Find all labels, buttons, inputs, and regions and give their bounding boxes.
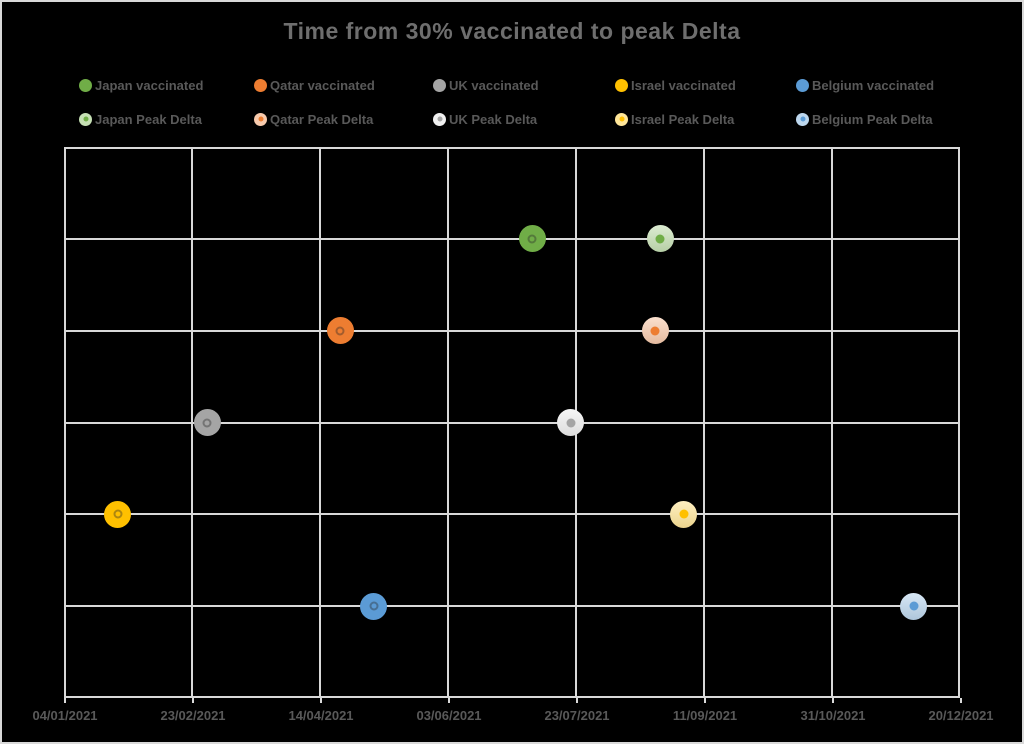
legend-marker-icon [433,78,446,92]
legend-marker-icon [615,78,628,92]
x-axis-label: 11/09/2021 [672,708,738,723]
belgium-peak-delta-point [900,592,928,620]
x-axis-tick [576,698,578,703]
horizontal-gridline [66,237,958,240]
legend-marker-icon [796,78,809,92]
x-axis-label: 04/01/2021 [32,708,98,723]
legend-marker-center-dot [800,116,805,122]
legend-marker-icon [433,112,446,126]
legend-marker-icon [254,78,267,92]
legend-item-uk-peak-delta: UK Peak Delta [433,106,537,132]
legend-label: Israel vaccinated [631,77,736,93]
uk-vaccinated-point [193,409,221,436]
x-axis-label: 31/10/2021 [800,708,866,723]
legend-item-uk-vaccinated: UK vaccinated [433,72,539,98]
x-axis-tick [320,698,322,703]
legend-item-qatar-vaccinated: Qatar vaccinated [254,72,375,98]
plot-area [64,147,960,698]
legend-item-qatar-peak-delta: Qatar Peak Delta [254,106,373,132]
marker-center-dot [566,418,576,427]
legend-label: UK Peak Delta [449,111,538,127]
marker-center-dot [679,509,689,519]
legend-label: Japan Peak Delta [95,111,202,127]
horizontal-gridline [66,329,958,332]
legend-row-peak-delta: Japan Peak Delta Qatar Peak Delta UK Peak … [2,106,1022,132]
x-axis-label: 23/02/2021 [160,708,226,723]
x-axis-label: 23/07/2021 [544,708,610,723]
x-axis-label: 14/04/2021 [288,708,354,723]
japan-vaccinated-point [518,225,546,253]
marker-center-dot [650,326,660,336]
marker-center-glyph [369,601,379,611]
legend-marker-icon [79,112,92,126]
legend-row-vaccinated: Japan vaccinated Qatar vaccinated UK vacci… [2,72,1022,98]
legend-label: Qatar vaccinated [270,77,375,93]
horizontal-gridline [66,605,958,608]
legend-item-japan-peak-delta: Japan Peak Delta [79,106,202,132]
horizontal-gridline [66,513,958,516]
chart-title: Time from 30% vaccinated to peak Delta [283,18,741,44]
legend-marker-icon [254,112,267,126]
legend-marker-icon [796,112,809,126]
legend-label: Japan vaccinated [95,77,204,93]
legend-item-japan-vaccinated: Japan vaccinated [79,72,203,98]
horizontal-gridline [66,421,958,424]
israel-peak-delta-point [670,500,698,528]
legend-item-belgium-vaccinated: Belgium vaccinated [796,72,934,98]
marker-center-glyph [527,234,537,244]
qatar-vaccinated-point [326,317,354,345]
x-axis-tick [64,698,66,703]
legend-item-belgium-peak-delta: Belgium Peak Delta [796,106,933,132]
x-axis-label: 03/06/2021 [416,708,482,723]
belgium-vaccinated-point [360,592,388,620]
x-axis-tick [832,698,834,703]
legend-label: UK vaccinated [449,77,539,93]
legend-label: Belgium vaccinated [812,77,935,93]
qatar-peak-delta-point [641,317,669,345]
x-axis-tick [704,698,706,703]
legend-item-israel-peak-delta: Israel Peak Delta [615,106,734,132]
legend-label: Israel Peak Delta [631,111,735,127]
x-axis-tick [960,698,962,703]
marker-center-dot [655,234,665,244]
legend-marker-icon [79,78,92,92]
legend-label: Belgium Peak Delta [812,111,933,127]
x-axis-tick [192,698,194,703]
legend-marker-center-dot [83,116,88,122]
legend-label: Qatar Peak Delta [270,111,374,127]
uk-peak-delta-point [557,409,585,436]
legend-item-israel-vaccinated: Israel vaccinated [615,72,736,98]
legend-marker-center-dot [619,116,624,122]
x-axis-label: 20/12/2021 [928,708,994,723]
marker-center-glyph [113,509,123,519]
x-axis-tick [448,698,450,703]
japan-peak-delta-point [646,225,674,253]
legend-marker-icon [615,112,628,126]
legend-marker-center-dot [258,116,263,122]
legend-marker-center-dot [437,116,442,122]
marker-center-glyph [202,418,212,427]
marker-center-glyph [335,326,345,336]
israel-vaccinated-point [104,500,132,528]
marker-center-dot [909,601,919,611]
